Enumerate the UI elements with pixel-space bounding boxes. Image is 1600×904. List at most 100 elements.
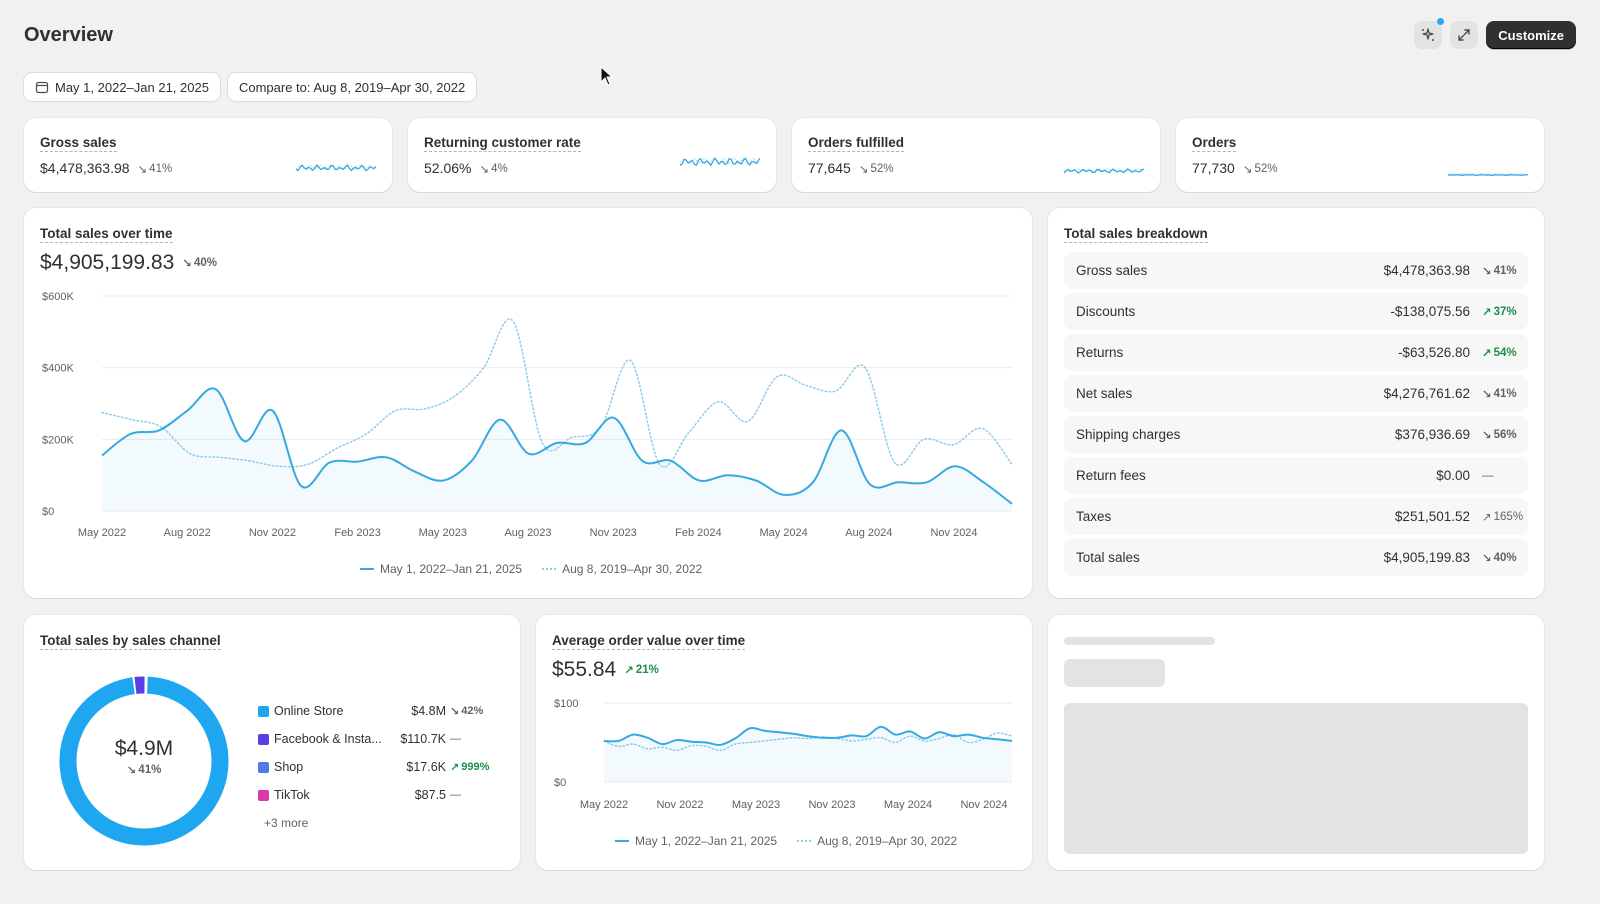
- channel-delta: ↗ 999%: [450, 761, 490, 774]
- breakdown-row-label: Discounts: [1076, 304, 1136, 319]
- calendar-icon: [35, 81, 49, 94]
- y-tick-label: $0: [42, 506, 54, 518]
- channel-name: TikTok: [274, 788, 310, 802]
- breakdown-row-value: -$138,075.56: [1390, 304, 1470, 319]
- header-actions: Customize: [1414, 18, 1576, 49]
- arrow-down-icon: ↘: [858, 164, 869, 176]
- kpi-card-orders[interactable]: Orders 77,730 ↘ 52%: [1176, 118, 1544, 192]
- kpi-value: 52.06%: [424, 160, 472, 176]
- donut-center-value: $4.9M: [114, 737, 174, 760]
- kpi-card-returning-customer-rate[interactable]: Returning customer rate 52.06% ↘ 4%: [408, 118, 776, 192]
- breakdown-row-label: Returns: [1076, 345, 1124, 360]
- aov-delta: ↗ 21%: [624, 664, 659, 677]
- channel-donut-chart[interactable]: [58, 675, 230, 847]
- page-header: Overview Customize: [24, 18, 1576, 52]
- skeleton-title: [1064, 637, 1215, 645]
- series-line-previous: [603, 732, 1013, 752]
- arrow-down-icon: ↘: [126, 765, 137, 777]
- kpi-card-orders-fulfilled[interactable]: Orders fulfilled 77,645 ↘ 52%: [792, 118, 1160, 192]
- compare-button[interactable]: Compare to: Aug 8, 2019–Apr 30, 2022: [227, 73, 477, 101]
- channel-delta: ↘ 42%: [450, 705, 484, 718]
- total-sales-card: Total sales over time $4,905,199.83 ↘ 40%…: [24, 208, 1032, 598]
- y-tick-label: $400K: [42, 363, 74, 375]
- arrow-down-icon: ↘: [1482, 552, 1492, 565]
- kpi-delta: ↘ 52%: [858, 163, 894, 176]
- arrow-down-icon: ↘: [1482, 388, 1492, 401]
- channel-swatch: [258, 733, 269, 745]
- kpi-sparkline: [1064, 168, 1144, 174]
- legend-item-previous[interactable]: Aug 8, 2019–Apr 30, 2022: [542, 562, 703, 576]
- legend-item-current[interactable]: May 1, 2022–Jan 21, 2025: [615, 834, 778, 848]
- total-sales-chart[interactable]: $0 $200K $400K $600K May 2022 Aug 2022 Nov 202…: [24, 208, 1032, 558]
- x-tick-label: May 2022: [78, 527, 126, 539]
- arrow-up-icon: ↗: [624, 665, 634, 677]
- aov-title[interactable]: Average order value over time: [552, 633, 746, 650]
- kpi-label: Orders fulfilled: [808, 135, 905, 152]
- fullscreen-button[interactable]: [1450, 21, 1479, 49]
- breakdown-row[interactable]: Gross sales $4,478,363.98 ↘ 41%: [1064, 252, 1528, 289]
- breakdown-row-value: $4,276,761.62: [1383, 386, 1470, 401]
- channel-value: $110.7K: [400, 732, 446, 746]
- breakdown-row[interactable]: Discounts -$138,075.56 ↗ 37%: [1064, 293, 1528, 330]
- breakdown-row-delta: ↘ 40%: [1482, 551, 1517, 565]
- expand-icon: [1458, 29, 1470, 41]
- channel-value: $17.6K: [406, 760, 446, 774]
- breakdown-row-label: Return fees: [1076, 468, 1146, 483]
- mouse-cursor-icon: [600, 66, 614, 86]
- channel-row[interactable]: Online Store $4.8M ↘ 42%: [258, 697, 494, 725]
- total-sales-value: $4,905,199.83: [40, 251, 175, 274]
- x-tick-label: Nov 2023: [590, 527, 637, 539]
- channel-swatch: [258, 705, 269, 717]
- channel-name: Facebook & Insta...: [274, 732, 382, 746]
- breakdown-row-delta: ↗ 165%: [1482, 510, 1524, 524]
- arrow-down-icon: ↘: [1482, 429, 1492, 442]
- sparkline-previous: [296, 164, 376, 170]
- breakdown-row[interactable]: Shipping charges $376,936.69 ↘ 56%: [1064, 416, 1528, 453]
- aov-value: $55.84: [552, 658, 617, 681]
- donut-slice[interactable]: [59, 676, 229, 846]
- y-tick-label: $0: [554, 777, 566, 789]
- arrow-down-icon: ↘: [137, 164, 148, 176]
- breakdown-row[interactable]: Return fees $0.00 —: [1064, 457, 1528, 494]
- breakdown-row-value: $4,478,363.98: [1383, 263, 1470, 278]
- x-tick-label: Nov 2022: [249, 527, 296, 539]
- breakdown-card: Total sales breakdown Gross sales $4,478,…: [1048, 208, 1544, 598]
- channel-row[interactable]: TikTok $87.5 —: [258, 781, 494, 809]
- sparkle-button[interactable]: [1414, 18, 1445, 49]
- sparkline-previous: [1064, 168, 1144, 172]
- channel-title[interactable]: Total sales by sales channel: [40, 633, 221, 650]
- breakdown-row-delta: ↘ 56%: [1482, 428, 1517, 442]
- breakdown-title[interactable]: Total sales breakdown: [1064, 226, 1208, 243]
- arrow-up-icon: ↗: [1482, 347, 1492, 360]
- breakdown-row[interactable]: Returns -$63,526.80 ↗ 54%: [1064, 334, 1528, 371]
- date-range-label: May 1, 2022–Jan 21, 2025: [55, 79, 209, 95]
- legend-item-previous[interactable]: Aug 8, 2019–Apr 30, 2022: [797, 834, 958, 848]
- breakdown-list: Gross sales $4,478,363.98 ↘ 41% Discounts -$1…: [1064, 252, 1528, 580]
- channel-delta: —: [450, 733, 461, 745]
- more-channels-link[interactable]: +3 more: [264, 816, 309, 830]
- breakdown-row[interactable]: Total sales $4,905,199.83 ↘ 40%: [1064, 539, 1528, 576]
- chart-legend: May 1, 2022–Jan 21, 2025 Aug 8, 2019–Apr…: [360, 562, 702, 576]
- channel-row[interactable]: Facebook & Insta... $110.7K —: [258, 725, 494, 753]
- date-range-button[interactable]: May 1, 2022–Jan 21, 2025: [24, 73, 220, 101]
- breakdown-row-delta: ↗ 37%: [1482, 305, 1517, 319]
- legend-item-current[interactable]: May 1, 2022–Jan 21, 2025: [360, 562, 523, 576]
- sparkle-icon: [1422, 28, 1435, 41]
- x-tick-label: Aug 2022: [164, 527, 211, 539]
- aov-chart[interactable]: $0 $100 May 2022 Nov 2022 May 2023 Nov 2023 Ma…: [536, 615, 1032, 820]
- breakdown-row-delta: —: [1482, 469, 1494, 482]
- channel-value: $4.8M: [411, 704, 446, 718]
- breakdown-row[interactable]: Taxes $251,501.52 ↗ 165%: [1064, 498, 1528, 535]
- x-tick-label: May 2024: [884, 799, 932, 811]
- customize-button[interactable]: Customize: [1486, 21, 1576, 49]
- channel-row[interactable]: Shop $17.6K ↗ 999%: [258, 753, 494, 781]
- aov-card: Average order value over time $55.84 ↗ 21…: [536, 615, 1032, 870]
- channel-value: $87.5: [414, 788, 446, 802]
- series-area-current: [604, 726, 1012, 782]
- breakdown-row[interactable]: Net sales $4,276,761.62 ↘ 41%: [1064, 375, 1528, 412]
- kpi-card-gross-sales[interactable]: Gross sales $4,478,363.98 ↘ 41%: [24, 118, 392, 192]
- x-tick-label: Nov 2024: [930, 527, 977, 539]
- x-tick-label: May 2023: [419, 527, 467, 539]
- total-sales-title[interactable]: Total sales over time: [40, 226, 173, 243]
- series-line-current: [101, 387, 1013, 505]
